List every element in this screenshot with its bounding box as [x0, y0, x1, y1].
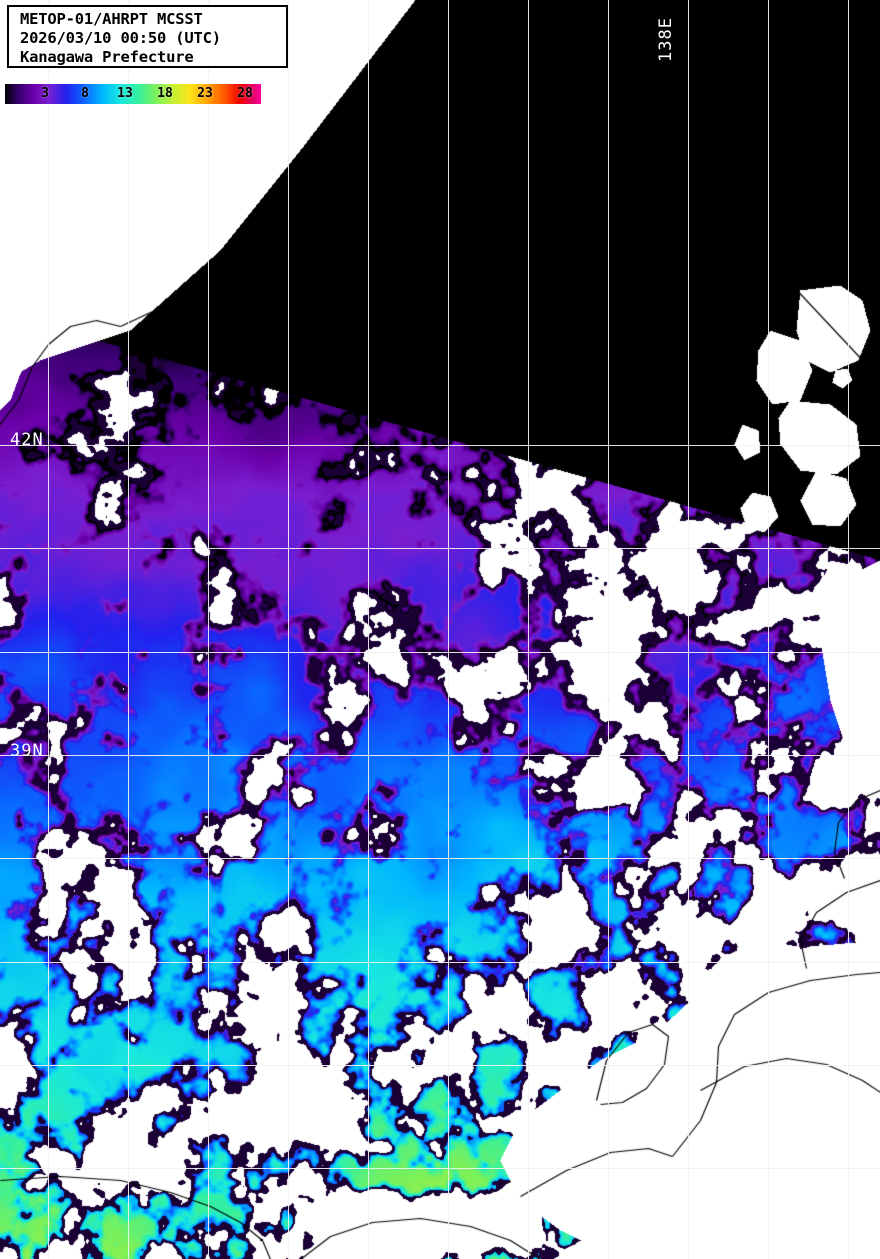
temperature-colorbar: 3 8 13 18 23 28	[5, 84, 261, 104]
title-line-product: METOP-01/AHRPT MCSST	[20, 10, 203, 28]
grid-parallel-1	[0, 548, 880, 549]
colorbar-tick-28: 28	[237, 86, 253, 101]
grid-parallel-4	[0, 858, 880, 859]
colorbar-tick-3: 3	[41, 86, 49, 101]
lat-39n-label: 39N	[10, 741, 44, 761]
grid-parallel-6	[0, 1065, 880, 1066]
colorbar-tick-18: 18	[157, 86, 173, 101]
grid-meridian-4	[368, 0, 369, 1259]
grid-meridian-0	[48, 0, 49, 1259]
grid-meridian-1	[128, 0, 129, 1259]
colorbar-tick-13: 13	[117, 86, 133, 101]
title-line-region: Kanagawa Prefecture	[20, 48, 194, 66]
grid-parallel-0	[0, 445, 880, 446]
colorbar-tick-8: 8	[81, 86, 89, 101]
grid-meridian-9	[768, 0, 769, 1259]
lat-42n-label: 42N	[10, 430, 44, 450]
colorbar-gradient	[5, 84, 261, 104]
grid-meridian-8	[688, 0, 689, 1259]
grid-parallel-5	[0, 962, 880, 963]
colorbar-tick-labels: 3 8 13 18 23 28	[5, 84, 261, 104]
grid-meridian-2	[208, 0, 209, 1259]
grid-parallel-7	[0, 1168, 880, 1169]
title-box: METOP-01/AHRPT MCSST 2026/03/10 00:50 (U…	[7, 5, 288, 68]
grid-meridian-10	[848, 0, 849, 1259]
grid-meridian-3	[288, 0, 289, 1259]
grid-parallel-3	[0, 755, 880, 756]
grid-meridian-7	[608, 0, 609, 1259]
title-line-timestamp: 2026/03/10 00:50 (UTC)	[20, 29, 221, 47]
grid-meridian-5	[448, 0, 449, 1259]
lon-138e-label: 138E	[656, 17, 676, 62]
grid-meridian-6	[528, 0, 529, 1259]
grid-parallel-2	[0, 652, 880, 653]
colorbar-tick-23: 23	[197, 86, 213, 101]
